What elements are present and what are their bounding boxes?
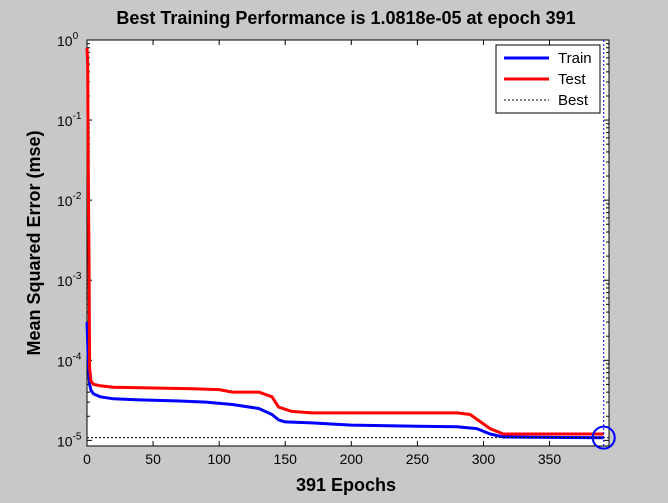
y-tick-label: 10-3 (57, 271, 82, 289)
y-tick-base: 10 (57, 353, 73, 369)
x-tick-label: 250 (406, 451, 430, 467)
y-tick-base: 10 (57, 273, 73, 289)
legend-label-best: Best (558, 92, 589, 109)
y-tick-exponent: -2 (73, 191, 82, 202)
x-axis: 0 50 100 150 200 250 300 350 (83, 40, 561, 467)
chart-title: Best Training Performance is 1.0818e-05 … (116, 8, 575, 28)
y-tick-base: 10 (57, 33, 73, 49)
x-tick-label: 50 (145, 451, 161, 467)
y-tick-exponent: -5 (73, 431, 82, 442)
x-tick-label: 100 (207, 451, 231, 467)
y-axis-label: Mean Squared Error (mse) (24, 130, 44, 355)
x-tick-label: 200 (340, 451, 364, 467)
series-layer (85, 40, 616, 450)
y-tick-base: 10 (57, 113, 73, 129)
y-tick-exponent: 0 (73, 31, 79, 42)
series-line-train (85, 322, 604, 440)
y-tick-label: 10-5 (57, 431, 82, 449)
best-point-marker (591, 425, 616, 450)
series-line-test (85, 47, 604, 436)
y-tick-label: 10-2 (57, 191, 82, 209)
y-tick-label: 100 (57, 31, 79, 49)
legend-label-test: Test (558, 71, 586, 88)
x-tick-label: 150 (274, 451, 298, 467)
legend-label-train: Train (558, 50, 592, 67)
legend: Train Test Best (495, 44, 601, 114)
y-tick-exponent: -3 (73, 271, 82, 282)
y-tick-label: 10-1 (57, 111, 82, 129)
x-tick-label: 350 (538, 451, 562, 467)
y-tick-base: 10 (57, 193, 73, 209)
x-axis-label: 391 Epochs (296, 475, 396, 495)
x-tick-label: 0 (83, 451, 91, 467)
x-tick-label: 300 (472, 451, 496, 467)
y-tick-exponent: -1 (73, 111, 82, 122)
y-tick-label: 10-4 (57, 351, 82, 369)
y-tick-exponent: -4 (73, 351, 82, 362)
y-tick-base: 10 (57, 433, 73, 449)
